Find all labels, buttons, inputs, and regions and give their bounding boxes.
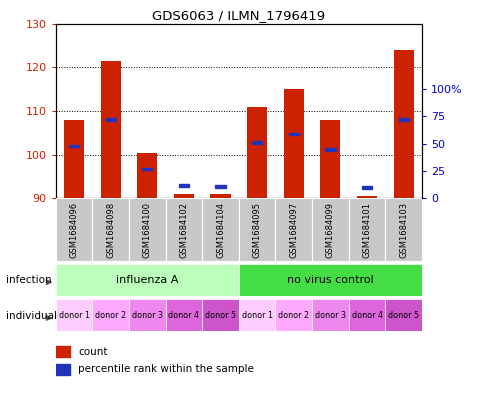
Bar xyxy=(288,133,298,135)
Bar xyxy=(393,50,413,198)
Bar xyxy=(348,299,385,331)
Bar xyxy=(129,299,166,331)
Text: GSM1684102: GSM1684102 xyxy=(179,202,188,258)
Text: GSM1684100: GSM1684100 xyxy=(142,202,151,258)
Bar xyxy=(56,198,92,261)
Text: donor 5: donor 5 xyxy=(387,311,418,320)
Bar xyxy=(356,196,377,198)
Bar xyxy=(275,299,312,331)
Bar xyxy=(56,264,239,296)
Bar xyxy=(173,194,194,198)
Text: GSM1684103: GSM1684103 xyxy=(398,202,408,258)
Text: GSM1684098: GSM1684098 xyxy=(106,202,115,258)
Bar xyxy=(69,145,79,147)
Text: no virus control: no virus control xyxy=(287,275,373,285)
Bar xyxy=(129,198,166,261)
Bar xyxy=(252,141,262,144)
Text: GSM1684095: GSM1684095 xyxy=(252,202,261,258)
Title: GDS6063 / ILMN_1796419: GDS6063 / ILMN_1796419 xyxy=(152,9,325,22)
Bar xyxy=(246,107,267,198)
Text: donor 3: donor 3 xyxy=(314,311,345,320)
Bar xyxy=(92,299,129,331)
Bar xyxy=(100,61,121,198)
Bar xyxy=(92,198,129,261)
Bar xyxy=(361,186,371,189)
Bar xyxy=(210,194,230,198)
Bar xyxy=(239,198,275,261)
Text: GSM1684097: GSM1684097 xyxy=(288,202,298,258)
Bar xyxy=(239,264,421,296)
Bar xyxy=(319,120,340,198)
Text: percentile rank within the sample: percentile rank within the sample xyxy=(78,364,253,375)
Text: donor 5: donor 5 xyxy=(205,311,236,320)
Text: donor 4: donor 4 xyxy=(351,311,382,320)
Bar xyxy=(56,299,92,331)
Bar xyxy=(166,198,202,261)
Bar xyxy=(283,89,303,198)
Bar xyxy=(166,299,202,331)
Bar xyxy=(384,198,421,261)
Text: GSM1684096: GSM1684096 xyxy=(69,202,78,258)
Bar xyxy=(106,118,116,121)
Bar xyxy=(348,198,385,261)
Bar xyxy=(215,185,225,188)
Text: donor 4: donor 4 xyxy=(168,311,199,320)
Text: count: count xyxy=(78,347,107,357)
Text: individual: individual xyxy=(6,310,57,321)
Bar xyxy=(56,346,70,358)
Text: donor 1: donor 1 xyxy=(59,311,90,320)
Text: donor 2: donor 2 xyxy=(278,311,309,320)
Bar xyxy=(137,152,157,198)
Bar xyxy=(239,299,275,331)
Bar xyxy=(56,364,70,375)
Text: donor 3: donor 3 xyxy=(132,311,163,320)
Bar xyxy=(275,198,312,261)
Bar xyxy=(64,120,84,198)
Bar xyxy=(398,118,408,121)
Text: donor 1: donor 1 xyxy=(241,311,272,320)
Bar xyxy=(312,299,348,331)
Bar xyxy=(312,198,348,261)
Bar xyxy=(179,184,189,187)
Text: GSM1684099: GSM1684099 xyxy=(325,202,334,258)
Text: GSM1684104: GSM1684104 xyxy=(215,202,225,258)
Bar xyxy=(202,198,239,261)
Bar xyxy=(384,299,421,331)
Text: influenza A: influenza A xyxy=(116,275,178,285)
Text: infection: infection xyxy=(6,275,52,285)
Text: donor 2: donor 2 xyxy=(95,311,126,320)
Bar xyxy=(202,299,239,331)
Text: GSM1684101: GSM1684101 xyxy=(362,202,371,258)
Bar xyxy=(325,148,335,151)
Bar xyxy=(142,168,152,170)
